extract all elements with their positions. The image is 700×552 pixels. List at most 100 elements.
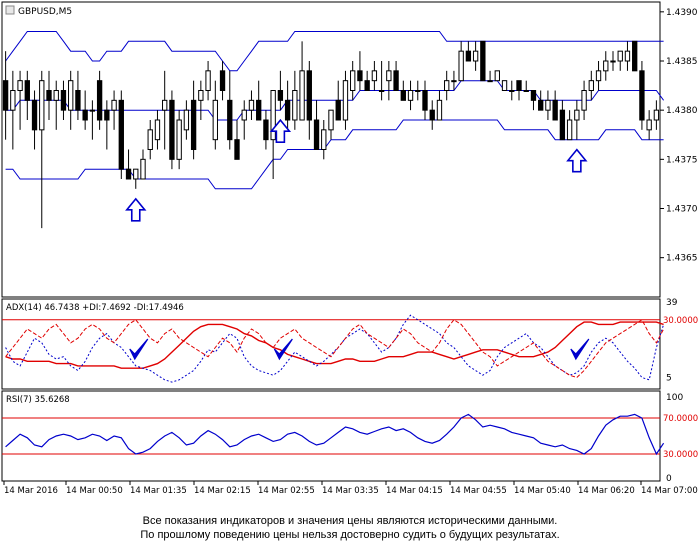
- candle-bullish: [458, 50, 464, 82]
- candle-bullish: [321, 129, 327, 150]
- adx-series-line: [5, 314, 665, 383]
- candle-bullish: [451, 80, 457, 83]
- candle-bullish: [595, 70, 602, 82]
- candle-bearish: [429, 109, 435, 121]
- candle-bullish: [378, 90, 385, 92]
- time-axis-label: 14 Mar 04:15: [386, 486, 443, 496]
- candle-bullish: [415, 90, 421, 92]
- price-tick-label: 1.4365: [666, 254, 698, 264]
- candle-bearish: [125, 168, 132, 180]
- candle-bullish: [646, 119, 652, 131]
- time-axis-label: 14 Mar 07:00: [641, 486, 698, 496]
- rsi-level-label: 70.0000: [663, 414, 698, 424]
- pane-frame-2: [1, 298, 661, 390]
- price-tick-label: 1.4375: [666, 155, 698, 165]
- candle-bullish: [212, 99, 218, 141]
- candle-bearish: [364, 80, 370, 91]
- candle-bullish: [574, 109, 580, 121]
- candle-bearish: [256, 99, 262, 121]
- candle-bearish: [530, 90, 537, 101]
- candle-bullish: [581, 90, 587, 111]
- adx-series-line: [5, 321, 664, 369]
- candle-bullish: [183, 109, 190, 131]
- buy-signal-arrow-icon: [125, 197, 147, 222]
- candle-bullish: [39, 80, 45, 131]
- time-axis-label: 14 Mar 01:35: [130, 486, 187, 496]
- adx-tick-label: 5: [666, 373, 672, 383]
- candle-bearish: [190, 99, 197, 151]
- candle-bullish: [610, 60, 616, 63]
- candle-bullish: [407, 90, 414, 101]
- price-tick-label: 1.4380: [666, 106, 698, 116]
- candle-bearish: [422, 90, 428, 111]
- time-axis-label: 14 Mar 05:40: [514, 486, 571, 496]
- candle-bullish: [509, 90, 515, 92]
- candle-bearish: [400, 90, 406, 101]
- rsi-level-label-bg: [661, 412, 699, 424]
- candle-bearish: [480, 40, 486, 82]
- candle-bullish: [147, 129, 153, 150]
- candle-bullish: [487, 80, 493, 83]
- candle-bearish: [234, 139, 240, 160]
- candle-bullish: [292, 90, 298, 121]
- candle-bearish: [75, 90, 81, 111]
- candle-bullish: [436, 99, 443, 121]
- candle-bullish: [140, 158, 146, 180]
- adx-series-line: [5, 319, 665, 379]
- candle-bullish: [472, 50, 479, 62]
- candle-bullish: [17, 80, 23, 91]
- price-tick-label: 1.4385: [666, 57, 698, 67]
- candle-bearish: [538, 99, 544, 111]
- candle-bullish: [111, 99, 117, 111]
- candle-bearish: [118, 99, 124, 170]
- check-mark-icon: [129, 338, 149, 361]
- candle-bearish: [104, 109, 110, 121]
- time-axis-label: 14 Mar 03:35: [322, 486, 379, 496]
- forex-chart: GBPUSD,M5 1.4390 1.4385 1.4380 1.4375 1.4370 1…: [1, 1, 699, 496]
- candle-bullish: [328, 109, 334, 131]
- candle-bullish: [494, 70, 500, 82]
- bollinger-lower-band: [5, 119, 664, 190]
- candle-bullish: [653, 109, 660, 121]
- adx-tick-label: 39: [666, 298, 678, 308]
- candle-bullish: [624, 50, 631, 62]
- adx-level-label-bg: [661, 313, 699, 326]
- time-axis-label: 14 Mar 04:55: [450, 486, 507, 496]
- candle-bullish: [299, 70, 305, 121]
- buy-signal-arrow-icon: [269, 118, 292, 143]
- time-axis-label: 14 Mar 02:15: [194, 486, 251, 496]
- candle-bullish: [89, 109, 96, 112]
- buy-signal-arrow-icon: [566, 148, 588, 173]
- candle-bearish: [313, 119, 320, 150]
- candle-bearish: [82, 109, 88, 121]
- candle-bearish: [31, 99, 38, 131]
- candle-bearish: [24, 80, 30, 101]
- candle-bearish: [632, 40, 638, 72]
- candle-bullish: [523, 90, 529, 92]
- check-mark-icon: [570, 338, 590, 361]
- candle-bullish: [162, 99, 168, 111]
- candle-bearish: [516, 80, 522, 91]
- candle-bearish: [639, 70, 645, 121]
- disclaimer: Все показания индикаторов и значения цен…: [0, 514, 700, 542]
- candle-bullish: [154, 119, 161, 141]
- candle-bullish: [617, 50, 623, 62]
- candle-bullish: [371, 70, 378, 82]
- candle-bullish: [10, 90, 16, 111]
- candle-bullish: [588, 80, 594, 91]
- candle-bullish: [68, 80, 74, 111]
- candle-bullish: [603, 60, 609, 72]
- candle-bearish: [277, 90, 284, 101]
- candle-bearish: [2, 80, 9, 111]
- adx-title: ADX(14) 46.7438 +DI:7.4692 -DI:17.4946: [6, 303, 184, 313]
- time-axis-label: 14 Mar 00:50: [66, 486, 123, 496]
- candle-bearish: [96, 80, 103, 121]
- candle-bullish: [350, 70, 356, 92]
- candle-bullish: [386, 70, 392, 82]
- candle-bullish: [444, 80, 450, 91]
- time-axis-label: 14 Mar 06:20: [578, 486, 635, 496]
- candle-bullish: [198, 90, 204, 101]
- candle-bearish: [465, 50, 472, 62]
- candle-bullish: [133, 168, 139, 180]
- candle-bullish: [53, 90, 59, 101]
